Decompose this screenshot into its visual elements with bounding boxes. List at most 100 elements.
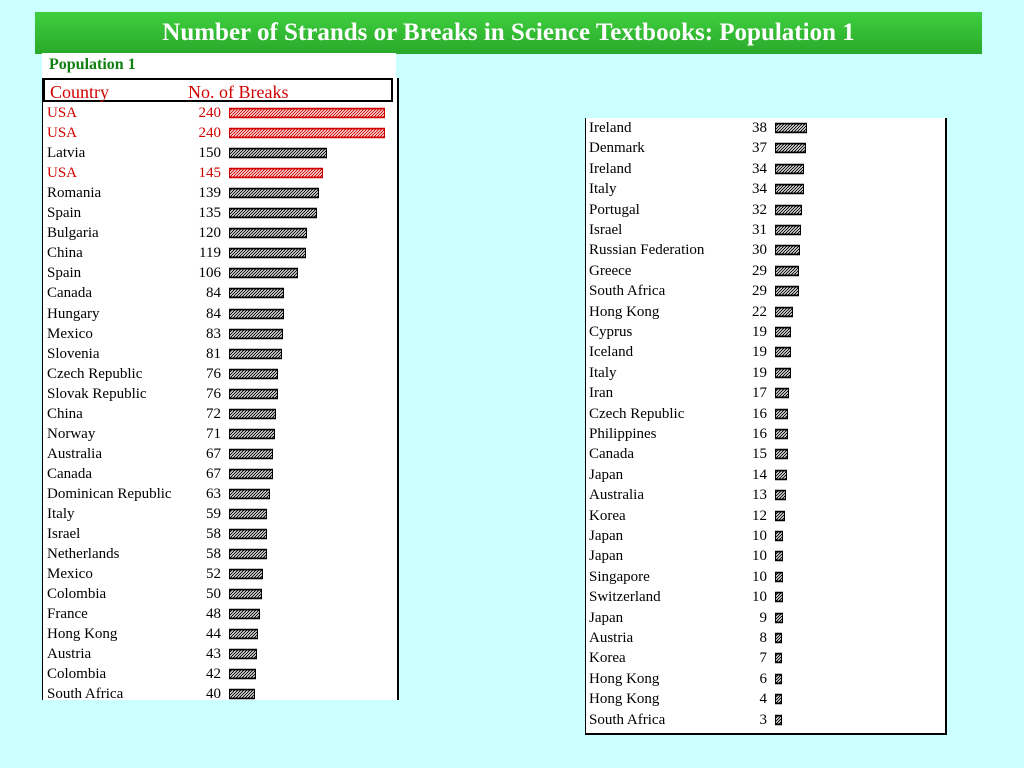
country-name: Hong Kong <box>589 670 660 687</box>
table-row: Canada 67 <box>43 464 393 484</box>
country-name: Canada <box>47 465 92 482</box>
table-row: Norway 71 <box>43 424 393 444</box>
bar <box>229 669 256 680</box>
country-name: Singapore <box>589 568 650 585</box>
table-row: Spain 106 <box>43 263 393 283</box>
break-count: 10 <box>752 548 767 565</box>
country-name: Japan <box>589 548 624 565</box>
break-count: 59 <box>206 506 221 522</box>
country-name: Czech Republic <box>47 365 143 382</box>
break-count: 16 <box>752 405 767 422</box>
break-count: 58 <box>206 546 221 563</box>
country-name: Israel <box>47 526 81 543</box>
country-name: Czech Republic <box>589 405 685 422</box>
table-row: Mexico 52 <box>43 564 393 584</box>
break-count: 40 <box>206 686 221 700</box>
country-name: Japan <box>589 528 624 544</box>
country-name: Iceland <box>589 344 634 361</box>
table-row: Canada 84 <box>43 283 393 303</box>
bar <box>775 653 782 664</box>
break-count: 10 <box>752 528 767 544</box>
table-row: Netherlands 58 <box>43 544 393 564</box>
country-name: South Africa <box>589 283 666 300</box>
break-count: 43 <box>206 646 221 663</box>
bar <box>775 551 783 562</box>
break-count: 13 <box>752 487 767 504</box>
country-name: Netherlands <box>47 546 120 563</box>
bar <box>775 347 791 358</box>
country-name: USA <box>47 125 78 142</box>
country-name: Philippines <box>589 426 657 442</box>
break-count: 15 <box>752 446 767 463</box>
country-name: Israel <box>589 222 623 238</box>
bar <box>775 245 800 256</box>
table-row: Hong Kong 6 <box>586 669 936 689</box>
bar <box>229 448 273 460</box>
table-row: Russian Federation 30 <box>586 240 936 260</box>
table-row: Switzerland 10 <box>586 587 936 607</box>
break-count: 31 <box>752 222 767 238</box>
table-row: Hong Kong 4 <box>586 689 936 709</box>
country-name: Austria <box>47 646 92 663</box>
country-name: Hong Kong <box>589 303 660 320</box>
break-count: 42 <box>206 666 221 683</box>
country-name: Ireland <box>589 120 632 136</box>
bar <box>775 571 783 583</box>
table-row: Iran 17 <box>586 383 936 403</box>
left-table: Country No. of Breaks USA 240 USA 240 Latvia… <box>42 78 399 700</box>
country-name: Spain <box>47 265 82 282</box>
country-name: Hong Kong <box>47 626 118 643</box>
table-row: Slovak Republic 76 <box>43 384 393 404</box>
bar <box>229 508 267 520</box>
country-name: Japan <box>589 466 624 483</box>
bar <box>775 449 788 460</box>
bar <box>775 306 793 317</box>
country-name: China <box>47 405 83 422</box>
break-count: 19 <box>752 324 767 340</box>
break-count: 44 <box>206 626 221 643</box>
bar <box>229 689 255 700</box>
bar <box>775 510 785 521</box>
break-count: 4 <box>759 691 768 708</box>
table-row: Hungary 84 <box>43 304 393 324</box>
bar <box>775 265 799 277</box>
country-name: Australia <box>47 445 102 462</box>
country-name: Cyprus <box>589 324 633 340</box>
bar <box>229 208 317 219</box>
bar <box>229 468 273 480</box>
bar <box>775 163 804 175</box>
table-row: Israel 58 <box>43 524 393 544</box>
table-row: Cyprus 19 <box>586 322 936 342</box>
bar <box>775 387 789 399</box>
bar <box>229 368 278 379</box>
bar <box>229 288 284 299</box>
bar <box>229 228 307 239</box>
table-row: USA 145 <box>43 163 393 183</box>
bar <box>775 204 802 215</box>
break-count: 6 <box>759 670 768 687</box>
break-count: 29 <box>752 262 767 279</box>
bar <box>229 609 260 620</box>
country-name: Latvia <box>47 145 86 162</box>
table-row: Austria 8 <box>586 628 936 648</box>
break-count: 10 <box>752 589 767 606</box>
bar <box>775 469 787 481</box>
break-count: 52 <box>206 566 221 583</box>
country-name: France <box>47 606 88 623</box>
bar <box>229 588 262 600</box>
breaks-column-header: No. of Breaks <box>188 82 289 102</box>
table-row: South Africa 3 <box>586 710 936 730</box>
country-name: Mexico <box>47 566 93 583</box>
table-row: Israel 31 <box>586 220 936 240</box>
break-count: 22 <box>752 303 767 320</box>
break-count: 72 <box>206 405 221 422</box>
break-count: 106 <box>198 265 222 282</box>
bar <box>229 308 284 319</box>
bar <box>229 388 278 399</box>
break-count: 145 <box>198 165 222 182</box>
break-count: 19 <box>752 344 767 361</box>
table-row: Colombia 42 <box>43 664 393 684</box>
break-count: 19 <box>752 364 767 381</box>
table-row: Portugal 32 <box>586 200 936 220</box>
bar <box>775 673 782 685</box>
